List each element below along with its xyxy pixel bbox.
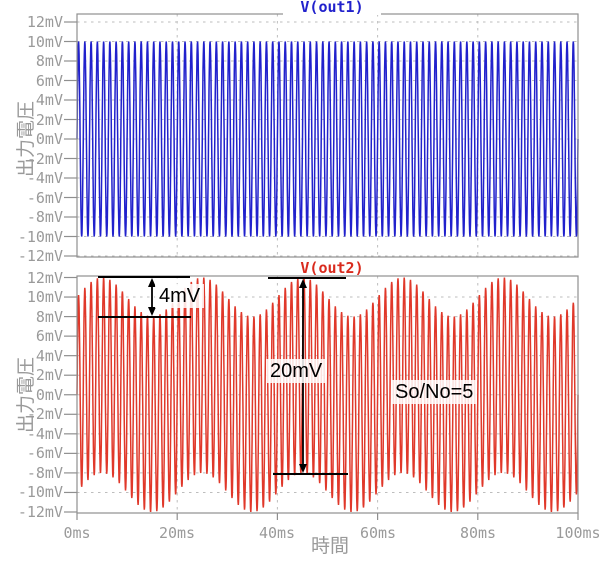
y-tick-label: 12mV — [26, 269, 63, 287]
y-tick-label: -12mV — [17, 247, 63, 265]
annotation-snr-label: So/No=5 — [391, 380, 478, 404]
y-tick-label: 4mV — [35, 91, 63, 109]
y-tick-label: -2mV — [26, 405, 63, 423]
y-tick-label: -8mV — [26, 464, 63, 482]
x-tick-label: 80ms — [459, 524, 497, 542]
y-tick-label: 8mV — [35, 52, 63, 70]
y-tick-label: 2mV — [35, 366, 63, 384]
y-tick-label: -6mV — [26, 189, 63, 207]
y-tick-label: 8mV — [35, 308, 63, 326]
y-tick-label: -4mV — [26, 169, 63, 187]
x-tick-label: 100ms — [555, 524, 600, 542]
x-tick-label: 20ms — [158, 524, 196, 542]
y-tick-label: -2mV — [26, 150, 63, 168]
x-tick-label: 40ms — [258, 524, 296, 542]
y-tick-label: -10mV — [17, 483, 63, 501]
x-tick-label: 0ms — [63, 524, 91, 542]
y-tick-label: 12mV — [26, 13, 63, 31]
annotation-4mv-label: 4mV — [155, 284, 205, 308]
y-tick-label: 6mV — [35, 72, 63, 90]
y-tick-label: -4mV — [26, 425, 63, 443]
y-tick-label: 6mV — [35, 327, 63, 345]
pane2-plot-area[interactable] — [77, 276, 578, 513]
y-tick-label: -10mV — [17, 228, 63, 246]
x-axis-label: 時間 — [310, 535, 349, 557]
y-tick-label: 4mV — [35, 347, 63, 365]
y-tick-label: 10mV — [26, 33, 63, 51]
y-tick-label: 0mV — [35, 386, 63, 404]
y-tick-label: -6mV — [26, 444, 63, 462]
y-tick-label: 10mV — [26, 288, 63, 306]
y-tick-label: 2mV — [35, 111, 63, 129]
y-tick-label: -12mV — [17, 503, 63, 521]
pane2-title: V(out2) — [300, 259, 364, 277]
y-tick-label: -8mV — [26, 208, 63, 226]
pane1-plot-area[interactable] — [77, 14, 578, 257]
x-tick-label: 60ms — [359, 524, 397, 542]
y-tick-label: 0mV — [35, 130, 63, 148]
annotation-20mv-label: 20mV — [266, 359, 327, 383]
pane1-title: V(out1) — [283, 0, 381, 15]
